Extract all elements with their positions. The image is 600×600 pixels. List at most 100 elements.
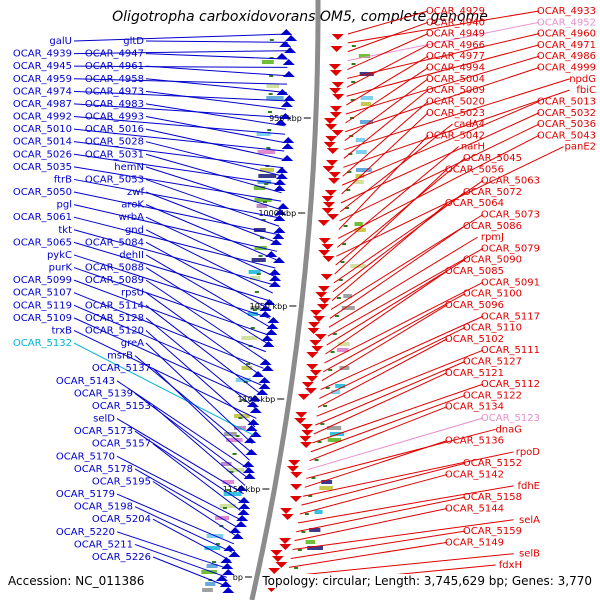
reverse-gene-arrow — [332, 94, 345, 100]
label-connector — [345, 67, 429, 124]
gene-label: OCAR_5178 — [74, 464, 133, 475]
label-connector — [145, 216, 275, 277]
gene-label: OCAR_5045 — [463, 153, 522, 164]
label-connector — [306, 428, 496, 479]
label-connector — [339, 123, 540, 222]
gene-label: OCAR_5043 — [537, 130, 596, 141]
gene-label: OCAR_5102 — [445, 334, 504, 345]
reverse-gene-arrow — [318, 298, 331, 304]
reverse-gene-arrow — [328, 64, 341, 70]
gene-label: OCAR_4986 — [537, 51, 596, 62]
gene-label: OCAR_5032 — [537, 108, 596, 119]
label-connector — [338, 135, 429, 230]
gene-label: OCAR_5004 — [426, 74, 485, 85]
label-connector — [288, 541, 448, 568]
label-connector — [134, 506, 233, 553]
forward-gene-arrow — [268, 281, 281, 287]
gene-label: OCAR_5158 — [463, 492, 522, 503]
label-connector — [343, 89, 429, 159]
forward-gene-arrow — [272, 233, 285, 239]
annotation-block — [234, 414, 250, 418]
gene-label: OCAR_5035 — [13, 162, 72, 173]
forward-gene-arrow — [222, 569, 235, 575]
label-connector — [73, 141, 284, 169]
forward-gene-arrow — [265, 329, 278, 335]
reverse-gene-arrow — [324, 190, 337, 196]
gene-label: OCAR_5061 — [13, 212, 72, 223]
label-connector — [145, 53, 288, 60]
accession-label: Accession: NC_011386 — [6, 574, 147, 588]
gene-label: pgl — [57, 200, 72, 211]
forward-gene-arrow — [228, 551, 241, 557]
label-connector — [73, 178, 280, 219]
annotation-block — [249, 276, 261, 280]
forward-gene-arrow — [274, 209, 287, 215]
gene-label: OCAR_5109 — [13, 313, 72, 324]
label-connector — [73, 33, 288, 42]
gene-label: OCAR_4961 — [85, 61, 144, 72]
label-connector — [73, 153, 283, 185]
label-connector — [290, 530, 466, 559]
annotation-block — [241, 366, 253, 370]
label-connector — [342, 101, 429, 177]
gene-label: OCAR_5117 — [481, 311, 540, 322]
reverse-gene-arrow — [301, 382, 314, 388]
reverse-gene-arrow — [290, 484, 303, 490]
annotation-block — [253, 186, 266, 190]
gene-label: OCAR_4958 — [85, 74, 144, 85]
scale-tick-label: bp — [233, 573, 243, 582]
forward-gene-arrow — [234, 521, 247, 527]
label-connector — [152, 556, 226, 587]
annotation-block — [352, 180, 364, 184]
label-connector — [116, 380, 249, 470]
label-connector — [294, 507, 448, 542]
label-connector — [287, 553, 514, 577]
label-connector — [145, 141, 283, 177]
annotation-block — [339, 366, 350, 370]
forward-gene-arrow — [267, 317, 280, 323]
label-connector — [301, 462, 466, 506]
scale-tick-label: 1150 kbp — [223, 485, 261, 494]
gene-label: OCAR_5016 — [85, 124, 144, 135]
gene-label: narH — [461, 142, 485, 153]
forward-gene-arrow — [229, 527, 242, 533]
annotation-block — [356, 168, 372, 172]
forward-gene-arrow — [261, 365, 274, 371]
gene-label: OCAR_5134 — [445, 402, 504, 413]
label-connector — [347, 10, 429, 35]
annotation-block — [250, 306, 261, 310]
label-connector — [328, 236, 478, 328]
annotation-block — [248, 270, 261, 274]
reverse-gene-arrow — [306, 352, 319, 358]
reverse-gene-arrow — [331, 130, 344, 136]
label-connector — [145, 204, 277, 261]
reverse-gene-arrow — [268, 568, 281, 574]
gene-label: OCAR_5127 — [463, 356, 522, 367]
label-connector — [347, 33, 429, 71]
gene-label: OCAR_5065 — [13, 237, 72, 248]
right-connectors — [285, 10, 570, 586]
gene-label: OCAR_5195 — [92, 476, 151, 487]
label-connector — [73, 330, 257, 419]
label-connector — [324, 281, 484, 364]
label-connector — [152, 518, 231, 562]
reverse-gene-arrow — [323, 202, 336, 208]
left-gene-labels: galU gltD OCAR_4939 OCAR_4947 OCAR_4945 OCAR_… — [13, 36, 151, 563]
gene-label: OCAR_5226 — [92, 552, 151, 563]
gene-label: OCAR_4952 — [537, 17, 596, 28]
reverse-gene-arrow — [305, 376, 318, 382]
label-connector — [316, 349, 484, 417]
annotation-block — [355, 150, 367, 154]
forward-gene-arrow — [235, 485, 248, 491]
reverse-gene-arrow — [306, 364, 319, 370]
annotation-block — [326, 426, 342, 430]
forward-gene-arrow — [283, 95, 296, 101]
reverse-gene-arrow — [279, 538, 292, 544]
annotation-block — [258, 174, 277, 178]
gene-label: gltD — [123, 36, 144, 47]
label-connector — [73, 65, 288, 68]
label-connector — [73, 204, 278, 252]
reverse-gene-arrow — [307, 328, 320, 334]
reverse-gene-arrow — [295, 412, 308, 418]
